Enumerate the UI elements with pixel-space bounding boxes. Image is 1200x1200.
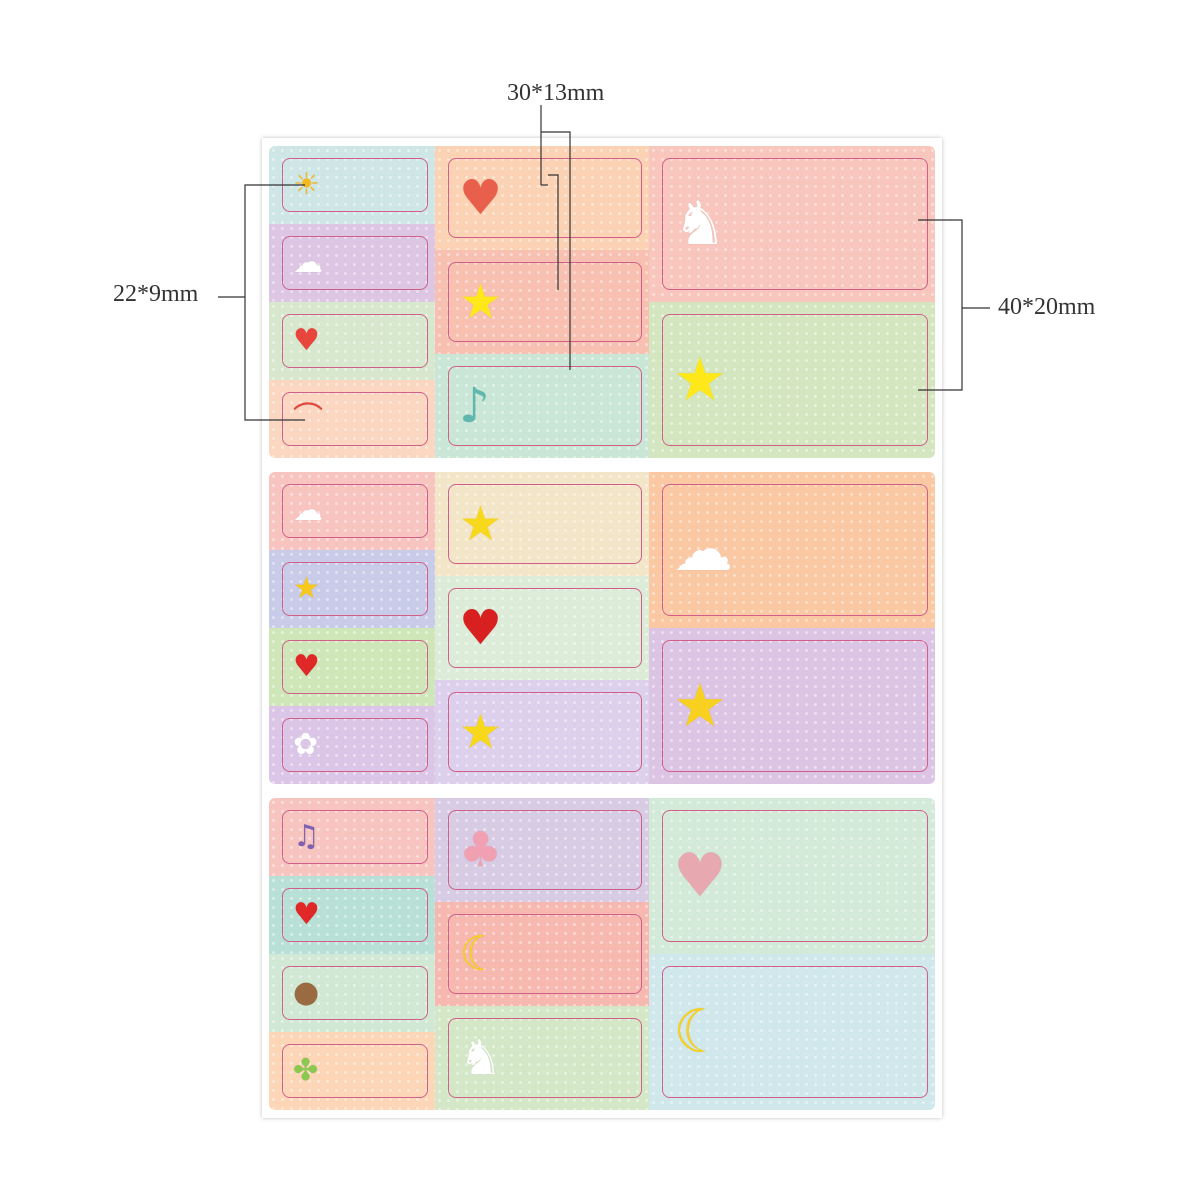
medium-dimension-bracket-c bbox=[548, 174, 559, 290]
name-label-frame: ● bbox=[282, 966, 428, 1020]
cloud-icon: ☁ bbox=[293, 493, 323, 528]
music-note-icon: ♫ bbox=[293, 819, 320, 854]
stars-icon: ★ bbox=[459, 704, 503, 760]
clover-icon: ✤ bbox=[293, 1053, 319, 1088]
mid-sticker: ☾ bbox=[435, 902, 649, 1006]
bunny-icon: ✿ bbox=[293, 727, 319, 762]
shooting-star-icon: ★ bbox=[459, 496, 503, 552]
left-sticker: ★ bbox=[269, 550, 435, 628]
sticker-panel-3: ♫ ♥ ● ✤ ♣ ☾ ♞ ♥ ☾ bbox=[269, 798, 935, 1110]
name-label-frame: ⌒ bbox=[282, 392, 428, 446]
name-label-frame: ♥ bbox=[662, 810, 928, 942]
name-label-frame: ♫ bbox=[282, 810, 428, 864]
mid-sticker: ♪ bbox=[435, 354, 649, 458]
name-label-frame: ✿ bbox=[282, 718, 428, 772]
left-sticker: ♥ bbox=[269, 628, 435, 706]
name-label-frame: ☁ bbox=[282, 236, 428, 290]
unicorn-icon: ♞ bbox=[459, 1030, 503, 1086]
heart-face-icon: ♥ bbox=[459, 170, 503, 226]
unicorn-icon: ♞ bbox=[673, 189, 727, 259]
left-sticker: ☁ bbox=[269, 224, 435, 302]
name-label-frame: ★ bbox=[448, 262, 642, 342]
name-label-frame: ♥ bbox=[282, 640, 428, 694]
star-icon: ★ bbox=[459, 274, 503, 330]
elephant-icon: ♥ bbox=[673, 841, 727, 911]
name-label-frame: ♥ bbox=[448, 158, 642, 238]
mid-sticker: ♞ bbox=[435, 1006, 649, 1110]
mid-sticker: ♥ bbox=[435, 576, 649, 680]
mid-sticker: ♥ bbox=[435, 146, 649, 250]
moon-icon: ☾ bbox=[459, 926, 503, 982]
sticker-panel-1: ☀ ☁ ♥ ⌒ ♥ ★ ♪ ♞ ★ bbox=[269, 146, 935, 458]
name-label-frame: ♥ bbox=[282, 888, 428, 942]
name-label-frame: ★ bbox=[282, 562, 428, 616]
left-sticker: ✤ bbox=[269, 1032, 435, 1110]
star-icon: ★ bbox=[293, 571, 320, 606]
name-label-frame: ♪ bbox=[448, 366, 642, 446]
name-label-frame: ★ bbox=[448, 484, 642, 564]
mid-sticker: ★ bbox=[435, 680, 649, 784]
left-sticker: ☀ bbox=[269, 146, 435, 224]
large-dimension-bracket bbox=[918, 219, 963, 391]
small-dimension-bracket bbox=[244, 184, 305, 421]
name-label-frame: ♥ bbox=[448, 588, 642, 668]
name-label-frame: ♞ bbox=[448, 1018, 642, 1098]
mid-sticker: ♣ bbox=[435, 798, 649, 902]
right-sticker: ☾ bbox=[649, 954, 935, 1110]
right-sticker: ☁ bbox=[649, 472, 935, 628]
left-sticker: ♥ bbox=[269, 876, 435, 954]
bird-icon: ♪ bbox=[459, 378, 490, 434]
moon-girl-icon: ☾ bbox=[673, 997, 727, 1067]
girl-cloud-icon: ☁ bbox=[673, 515, 733, 585]
sticker-panel-2: ☁ ★ ♥ ✿ ★ ♥ ★ ☁ ★ bbox=[269, 472, 935, 784]
left-sticker: ☁ bbox=[269, 472, 435, 550]
right-sticker: ♥ bbox=[649, 798, 935, 954]
sleepy-star-icon: ★ bbox=[673, 671, 727, 741]
large-label-dimension: 40*20mm bbox=[998, 294, 1096, 320]
name-label-frame: ☾ bbox=[662, 966, 928, 1098]
mid-sticker: ★ bbox=[435, 250, 649, 354]
name-label-frame: ☁ bbox=[662, 484, 928, 616]
hearts-icon: ♥ bbox=[293, 323, 320, 358]
mid-sticker: ★ bbox=[435, 472, 649, 576]
name-label-frame: ♣ bbox=[448, 810, 642, 890]
left-sticker: ⌒ bbox=[269, 380, 435, 458]
flower-pot-icon: ♥ bbox=[459, 600, 503, 656]
left-sticker: ● bbox=[269, 954, 435, 1032]
bear-icon: ● bbox=[293, 975, 320, 1010]
name-label-frame: ★ bbox=[662, 640, 928, 772]
left-sticker: ♫ bbox=[269, 798, 435, 876]
owl-icon: ♣ bbox=[459, 822, 503, 878]
right-sticker: ★ bbox=[649, 628, 935, 784]
heart-icon: ♥ bbox=[293, 649, 320, 684]
name-label-frame: ☁ bbox=[282, 484, 428, 538]
speech-heart-icon: ♥ bbox=[293, 897, 320, 932]
name-label-frame: ♥ bbox=[282, 314, 428, 368]
star-rainbow-icon: ★ bbox=[673, 345, 727, 415]
cloud-icon: ☁ bbox=[293, 245, 323, 280]
sticker-sheet: ☀ ☁ ♥ ⌒ ♥ ★ ♪ ♞ ★ ☁ ★ ♥ ✿ ★ ♥ ★ ☁ ★ ♫ ♥ ● ✤ ♣ ☾ ♞ ♥ ☾ bbox=[262, 138, 942, 1118]
name-label-frame: ☾ bbox=[448, 914, 642, 994]
right-sticker: ★ bbox=[649, 302, 935, 458]
rainbow-icon: ⌒ bbox=[293, 401, 323, 436]
right-sticker: ♞ bbox=[649, 146, 935, 302]
medium-label-dimension: 30*13mm bbox=[507, 80, 605, 106]
medium-dimension-bracket-b bbox=[541, 131, 571, 370]
small-label-dimension: 22*9mm bbox=[113, 281, 199, 307]
name-label-frame: ★ bbox=[448, 692, 642, 772]
name-label-frame: ★ bbox=[662, 314, 928, 446]
name-label-frame: ✤ bbox=[282, 1044, 428, 1098]
left-sticker: ✿ bbox=[269, 706, 435, 784]
left-sticker: ♥ bbox=[269, 302, 435, 380]
name-label-frame: ♞ bbox=[662, 158, 928, 290]
